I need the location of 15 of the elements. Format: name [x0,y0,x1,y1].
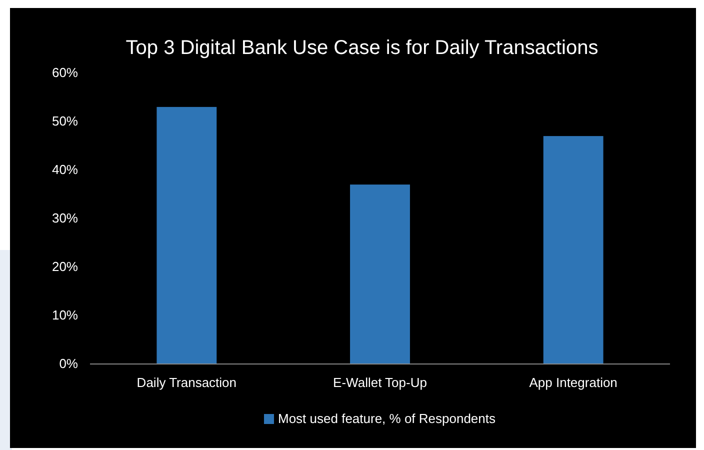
bar [350,184,410,364]
y-tick-label: 40% [52,162,78,178]
y-tick-label: 0% [59,356,78,372]
x-tick-label: E-Wallet Top-Up [333,375,427,390]
y-tick-label: 20% [52,259,78,274]
legend-label: Most used feature, % of Respondents [278,411,496,426]
bar [543,136,604,364]
y-tick-label: 10% [52,308,78,323]
x-tick-label: App Integration [529,375,618,390]
bar [156,106,217,364]
y-tick-label: 60% [52,65,78,80]
y-tick-label: 50% [52,114,78,129]
x-tick-label: Daily Transaction [136,375,237,390]
y-tick-label: 30% [52,210,78,226]
chart-title: Top 3 Digital Bank Use Case is for Daily Transactions [126,37,598,59]
